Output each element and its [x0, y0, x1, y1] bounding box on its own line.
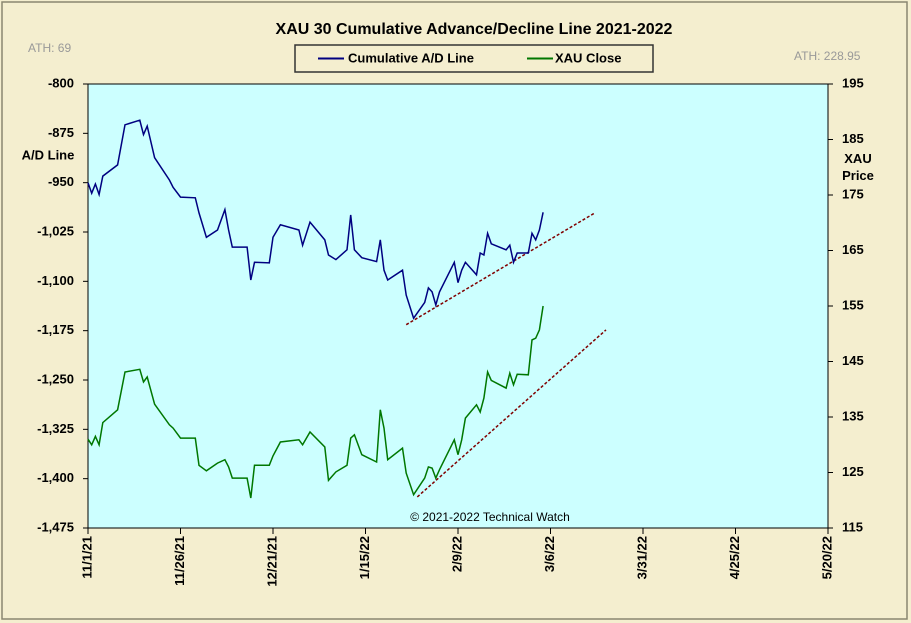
legend-label: XAU Close	[555, 50, 621, 65]
x-tick-label: 4/25/22	[727, 536, 742, 579]
y-tick-label: -950	[48, 174, 74, 189]
y-tick-label: -1,175	[37, 322, 74, 337]
y2-tick-label: 175	[842, 186, 864, 201]
x-tick-label: 11/26/21	[172, 536, 187, 586]
x-tick-label: 5/20/22	[819, 536, 834, 579]
y2-axis-label: XAU Price	[842, 151, 874, 183]
y2-tick-label: 165	[842, 242, 864, 257]
y2-tick-label: 155	[842, 297, 864, 312]
y2-tick-label: 125	[842, 464, 864, 479]
y-tick-label: -1,025	[37, 223, 74, 238]
y-tick-label: -800	[48, 75, 74, 90]
series-line	[87, 305, 544, 499]
series-line	[87, 119, 544, 320]
y2-tick-label: 135	[842, 408, 864, 423]
legend-items: Cumulative A/D Line XAU Close	[318, 50, 621, 65]
y-tick-label: -875	[48, 125, 74, 140]
y2-tick-label: 145	[842, 353, 864, 368]
chart-title: XAU 30 Cumulative Advance/Decline Line 2…	[276, 21, 673, 38]
trendline	[416, 329, 607, 498]
y2-tick-label: 185	[842, 131, 864, 146]
y-tick-label: -1,250	[37, 371, 74, 386]
y-tick-label: -1,100	[37, 273, 74, 288]
annotation: ATH: 69	[28, 41, 71, 55]
x-tick-label: 12/21/21	[264, 536, 279, 587]
y-tick-label: -1,400	[37, 470, 74, 485]
trendline	[405, 212, 596, 326]
y-axis-label: A/D Line	[22, 147, 75, 162]
y-tick-label: -1,325	[37, 421, 74, 436]
legend-label: Cumulative A/D Line	[348, 50, 474, 65]
y2-tick-label: 195	[842, 75, 864, 90]
y-tick-label: -1,475	[37, 519, 74, 534]
annotation: © 2021-2022 Technical Watch	[410, 510, 570, 524]
annotation: ATH: 228.95	[794, 49, 861, 63]
x-tick-label: 1/15/22	[357, 536, 372, 579]
x-tick-label: 11/1/21	[79, 536, 94, 579]
x-tick-label: 3/6/22	[542, 536, 557, 572]
x-tick-label: 3/31/22	[634, 536, 649, 579]
legend	[294, 44, 654, 73]
y2-tick-label: 115	[842, 519, 863, 534]
x-tick-label: 2/9/22	[449, 536, 464, 572]
